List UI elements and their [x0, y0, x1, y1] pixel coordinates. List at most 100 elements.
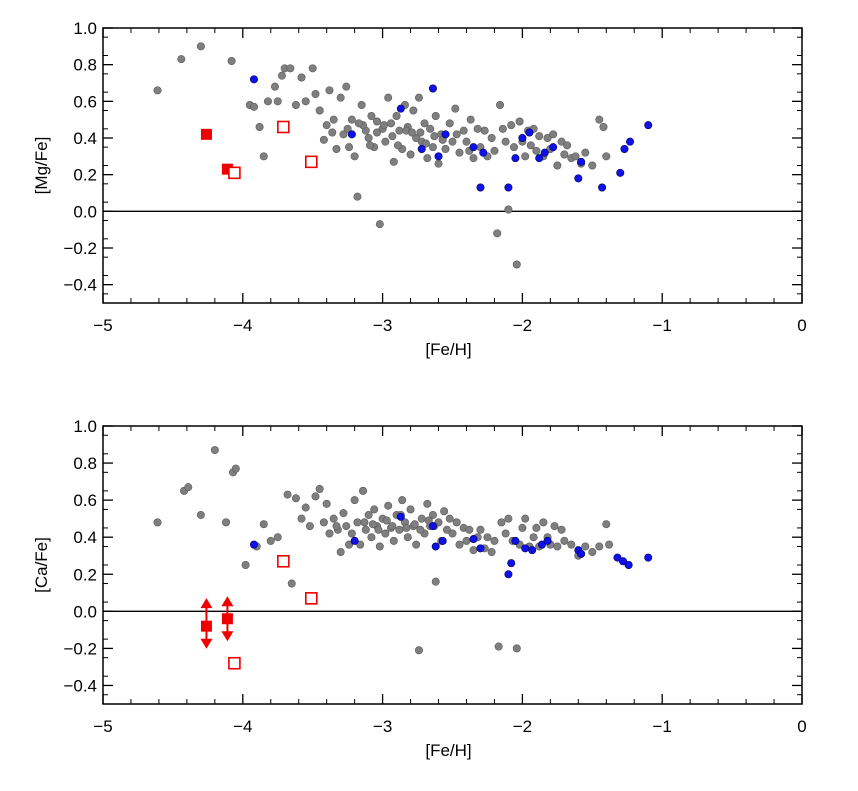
- plot-frame: [102, 27, 803, 304]
- gray-star-point: [375, 220, 384, 229]
- limit-arrow-down: [221, 631, 234, 642]
- gray-star-point: [410, 520, 419, 529]
- gray-star-point: [361, 525, 370, 534]
- blue-star-point: [619, 557, 628, 566]
- gray-star-point: [462, 536, 471, 545]
- gray-star-point: [571, 152, 580, 161]
- gray-star-point: [322, 499, 331, 508]
- blue-star-point: [249, 75, 258, 84]
- y-tick-label: 0.4: [73, 528, 97, 547]
- gray-star-point: [504, 205, 513, 214]
- gray-star-point: [360, 518, 369, 527]
- gray-star-point: [442, 525, 451, 534]
- gray-star-point: [430, 132, 439, 141]
- gray-star-point: [560, 150, 569, 159]
- gray-star-point: [389, 536, 398, 545]
- gray-star-point: [311, 492, 320, 501]
- gray-star-point: [315, 485, 324, 494]
- gray-star-point: [529, 533, 538, 542]
- gray-star-point: [465, 525, 474, 534]
- gray-star-point: [412, 134, 421, 143]
- gray-star-point: [342, 522, 351, 531]
- blue-star-point: [543, 536, 552, 545]
- gray-star-point: [414, 93, 423, 102]
- gray-star-point: [412, 540, 421, 549]
- gray-star-point: [515, 117, 524, 126]
- gray-star-point: [222, 518, 231, 527]
- gray-star-point: [535, 132, 544, 141]
- gray-star-point: [395, 126, 404, 135]
- gray-star-point: [423, 499, 432, 508]
- gray-star-point: [498, 124, 507, 133]
- gray-star-point: [420, 119, 429, 128]
- gray-star-point: [563, 141, 572, 150]
- gray-star-point: [367, 112, 376, 121]
- blue-star-point: [504, 570, 513, 579]
- x-axis-label: [Fe/H]: [425, 741, 471, 760]
- gray-star-point: [373, 128, 382, 137]
- gray-star-point: [305, 522, 314, 531]
- gray-star-point: [379, 121, 388, 130]
- gray-star-point: [421, 139, 430, 148]
- gray-star-point: [553, 161, 562, 170]
- gray-star-point: [345, 540, 354, 549]
- gray-star-point: [602, 152, 611, 161]
- gray-star-point: [255, 123, 264, 132]
- gray-star-point: [510, 143, 519, 152]
- gray-star-point: [388, 132, 397, 141]
- gray-star-point: [480, 126, 489, 135]
- gray-star-point: [557, 525, 566, 534]
- gray-star-point: [382, 516, 391, 525]
- gray-star-point: [364, 510, 373, 519]
- gray-star-point: [381, 529, 390, 538]
- gray-star-point: [339, 130, 348, 139]
- gray-star-point: [501, 529, 510, 538]
- gray-star-point: [336, 93, 345, 102]
- gray-star-point: [301, 503, 310, 512]
- blue-star-point: [438, 536, 447, 545]
- blue-star-point: [528, 546, 537, 555]
- gray-star-point: [487, 134, 496, 143]
- gray-star-point: [409, 106, 418, 115]
- gray-star-point: [441, 145, 450, 154]
- gray-star-point: [283, 490, 292, 499]
- gray-star-point: [373, 117, 382, 126]
- gray-star-point: [567, 540, 576, 549]
- gray-star-point: [431, 577, 440, 586]
- gray-star-point: [153, 86, 162, 95]
- gray-star-point: [466, 115, 475, 124]
- mg-fe-panel: −5 −4 −3 −2 −1 0 1.0 0.8 0.6 0.4 0.2 0.0 −0.2 −0.4 [Fe…: [32, 19, 807, 359]
- gray-star-point: [428, 143, 437, 152]
- gray-star-point: [402, 523, 411, 532]
- y-axis-label: [Mg/Fe]: [32, 137, 51, 195]
- gray-star-point: [322, 121, 331, 130]
- gray-star-point: [483, 533, 492, 542]
- y-tick-label: 0.6: [73, 92, 97, 111]
- blue-star-point: [577, 549, 586, 558]
- gray-star-point: [416, 525, 425, 534]
- x-axis-label: [Fe/H]: [425, 340, 471, 359]
- limit-arrow-down: [200, 638, 213, 649]
- gray-star-point: [521, 514, 530, 523]
- gray-star-point: [490, 536, 499, 545]
- gray-star-point: [532, 146, 541, 155]
- gray-star-point: [325, 529, 334, 538]
- red-filled-square-point: [221, 613, 233, 625]
- blue-star-point: [644, 553, 653, 562]
- blue-star-point: [347, 130, 356, 139]
- y-tick-label: 0.6: [73, 491, 97, 510]
- gray-star-point: [297, 514, 306, 523]
- gray-star-point: [336, 548, 345, 557]
- gray-star-point: [332, 522, 341, 531]
- gray-star-point: [368, 520, 377, 529]
- gray-star-point: [350, 152, 359, 161]
- gray-star-point: [521, 152, 530, 161]
- gray-star-point: [328, 128, 337, 137]
- y-tick-label: 0.0: [73, 602, 97, 621]
- blue-star-point: [249, 540, 258, 549]
- y-tick-label: 0.4: [73, 129, 97, 148]
- gray-star-point: [532, 523, 541, 532]
- y-tick-label: 0.2: [73, 565, 97, 584]
- red-open-square-point: [305, 592, 318, 605]
